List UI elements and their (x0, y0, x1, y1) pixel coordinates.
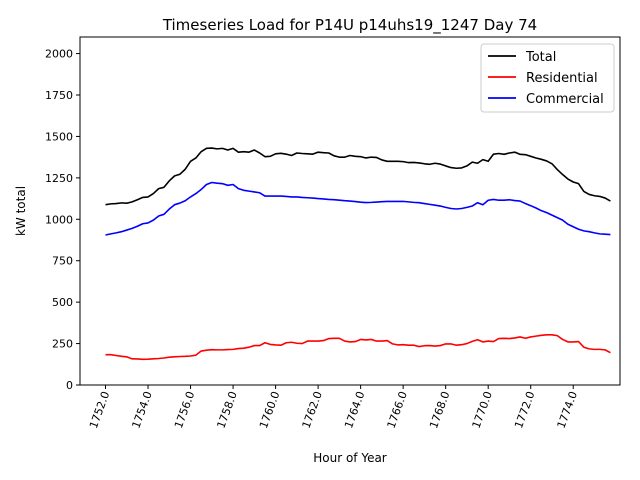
legend: Total Residential Commercial (480, 43, 615, 113)
series-line-residential (105, 333, 611, 361)
chart-title: Timeseries Load for P14U p14uhs19_1247 D… (162, 16, 537, 35)
y-tick-label: 1750 (45, 89, 73, 102)
legend-label-residential: Residential (526, 71, 598, 86)
y-tick-label: 1000 (45, 213, 73, 226)
y-axis-label: kW total (14, 186, 28, 236)
y-tick-label: 1250 (45, 172, 73, 185)
legend-label-total: Total (525, 50, 556, 65)
y-tick-label: 0 (66, 379, 73, 392)
legend-box (480, 43, 615, 113)
y-tick-label: 500 (52, 296, 73, 309)
x-axis-label: Hour of Year (313, 451, 387, 465)
y-tick-label: 250 (52, 338, 73, 351)
y-tick-label: 750 (52, 255, 73, 268)
axes-frame (79, 36, 621, 386)
series-line-commercial (105, 181, 611, 236)
y-tick-label: 1500 (45, 130, 73, 143)
y-tick-label: 2000 (45, 48, 73, 61)
series-line-total (105, 147, 611, 206)
legend-label-commercial: Commercial (526, 92, 604, 107)
